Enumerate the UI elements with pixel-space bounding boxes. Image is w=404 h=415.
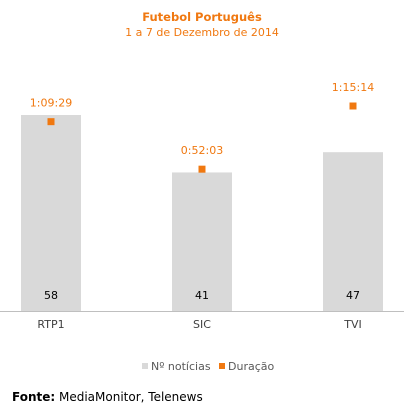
marker-value-label: 1:15:14	[332, 81, 374, 94]
bar-tvi	[323, 152, 383, 311]
legend-label-markers: Duração	[228, 360, 274, 373]
bar-sic	[172, 172, 232, 311]
source-text: MediaMonitor, Telenews	[55, 390, 203, 404]
bar-rtp1	[21, 115, 81, 311]
bar-value-label: 58	[44, 289, 58, 302]
marker-tvi	[349, 102, 357, 110]
marker-value-label: 1:09:29	[30, 97, 72, 110]
chart-subtitle: 1 a 7 de Dezembro de 2014	[125, 26, 279, 39]
x-tick-label: SIC	[193, 318, 211, 331]
source-note: Fonte: MediaMonitor, Telenews	[12, 390, 203, 404]
bar-value-label: 41	[195, 289, 209, 302]
x-tick-label: RTP1	[37, 318, 64, 331]
marker-sic	[198, 165, 206, 173]
legend-swatch-bars	[142, 363, 148, 369]
chart-title: Futebol Português	[142, 10, 262, 24]
x-tick-label: TVI	[343, 318, 362, 331]
bar-value-label: 47	[346, 289, 360, 302]
marker-value-label: 0:52:03	[181, 144, 223, 157]
legend-swatch-markers	[219, 363, 225, 369]
source-label: Fonte:	[12, 390, 56, 404]
marker-rtp1	[47, 118, 55, 126]
legend-label-bars: Nº notícias	[151, 360, 211, 373]
